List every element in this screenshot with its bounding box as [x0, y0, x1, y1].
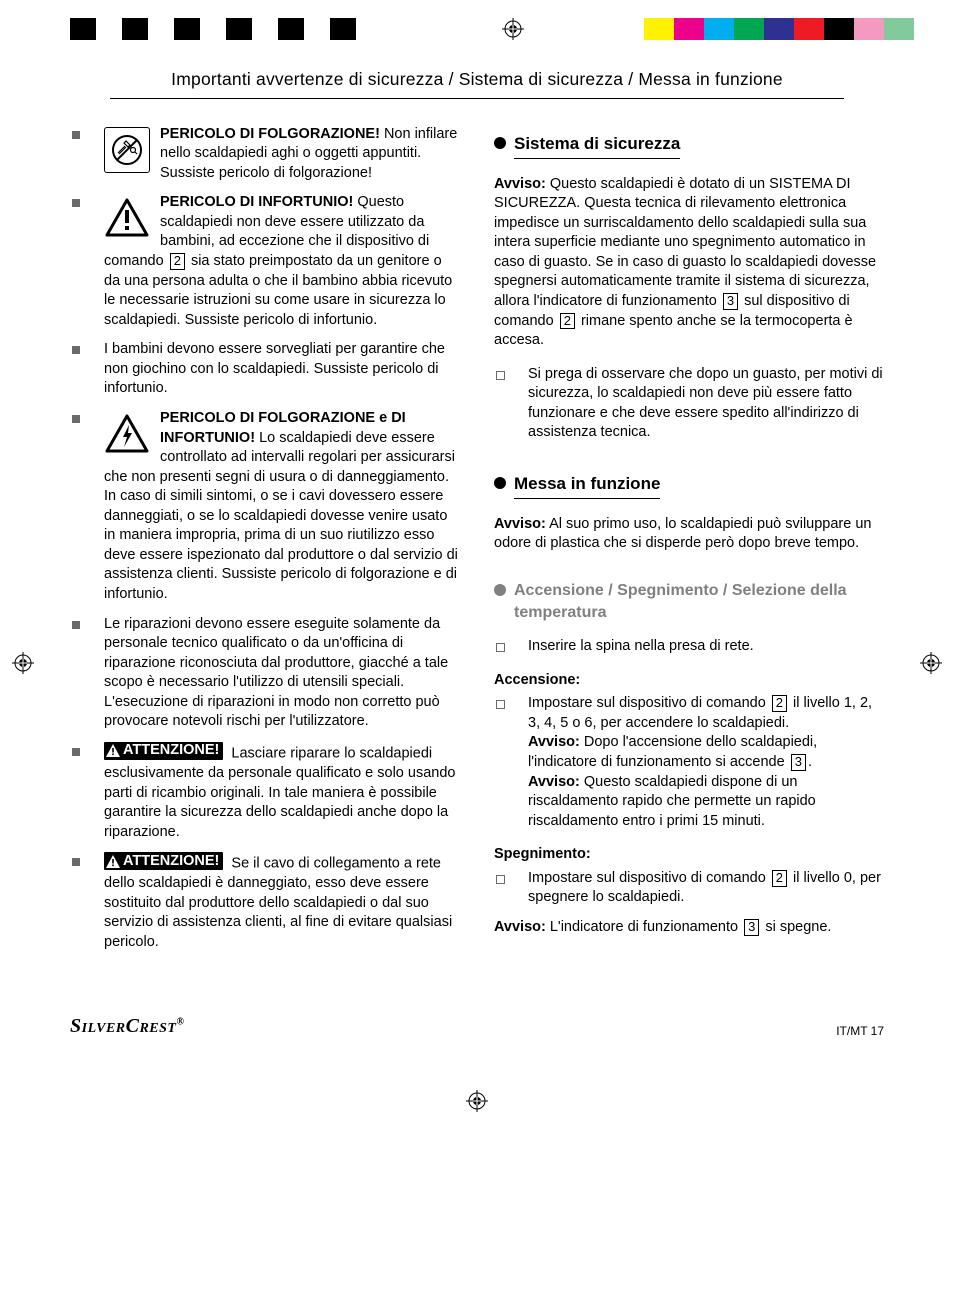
- print-blocks-left: [70, 18, 382, 40]
- warning-triangle-icon: [104, 195, 150, 241]
- avviso-label: Avviso:: [528, 774, 580, 790]
- attention-pill: ATTENZIONE!: [104, 742, 223, 760]
- two-column-layout: PERICOLO DI FOLGORA­ZIONE! Non infilare …: [70, 125, 884, 963]
- spegnimento-note: Avviso: L'indicatore di funzionamento 3 …: [494, 918, 884, 938]
- warning-children: PERICOLO DI INFORTUNIO! Questo scaldapie…: [70, 193, 460, 330]
- plug-in-bullet: Inserire la spina nella presa di rete.: [494, 637, 884, 657]
- registration-mark-left: [12, 652, 34, 681]
- registration-mark-bottom: [0, 1090, 954, 1119]
- ref-control-device: 2: [772, 870, 787, 887]
- sistema-body: Avviso: Questo scaldapiedi è dotato di u…: [494, 175, 884, 351]
- avviso-label: Avviso:: [494, 516, 546, 532]
- ref-control-device: 2: [772, 695, 787, 712]
- body-text: Si prega di osservare che dopo un guasto…: [528, 366, 883, 441]
- spegnimento-step: Impostare sul dispositivo di comando 2 i…: [494, 869, 884, 908]
- messa-body: Avviso: Al suo primo uso, lo scaldapiedi…: [494, 515, 884, 554]
- registration-mark-top: [502, 18, 524, 40]
- column-right: Sistema di sicurezza Avviso: Questo scal…: [494, 125, 884, 963]
- running-head: Importanti avvertenze di sicurezza / Sis…: [110, 68, 844, 99]
- warning-supervise-children: I bambini devono essere sorvegliati per …: [70, 340, 460, 399]
- spegnimento-label: Spegnimento:: [494, 845, 884, 865]
- section-heading-wrapper: Messa in funzione: [494, 473, 884, 515]
- attention-repair-parts: ATTENZIONE! Lasciare riparare lo scalda­…: [70, 742, 460, 842]
- pill-label: ATTENZIONE!: [123, 742, 219, 759]
- body-text: .: [808, 754, 812, 770]
- warning-shock-injury: PERICOLO DI FOLGORA­ZIONE e DI INFORTUNI…: [70, 409, 460, 605]
- body-text: Le riparazioni devono essere eseguite so…: [104, 616, 448, 730]
- warning-title: PERICOLO DI INFORTUNIO!: [160, 194, 353, 210]
- ref-indicator: 3: [723, 293, 738, 310]
- ref-control-device: 2: [170, 253, 185, 270]
- print-blocks-right: [644, 18, 944, 40]
- body-text: Impostare sul dispositivo di comando: [528, 870, 770, 886]
- ref-control-device: 2: [560, 313, 575, 330]
- page-number: IT/MT 17: [836, 1023, 884, 1039]
- accensione-label: Accensione:: [494, 671, 884, 691]
- body-text: I bambini devono essere sorvegliati per …: [104, 341, 445, 396]
- page-footer: SilverCrest® IT/MT 17: [70, 1003, 884, 1040]
- body-text: si spegne.: [761, 919, 831, 935]
- brand-logo: SilverCrest®: [70, 1013, 184, 1040]
- section-heading-wrapper: Sistema di sicurezza: [494, 133, 884, 175]
- body-text: Questo scaldapiedi è dotato di un SISTEM…: [494, 176, 876, 309]
- body-text: Al suo primo uso, lo scaldapiedi può svi…: [494, 516, 872, 552]
- avviso-label: Avviso:: [494, 176, 546, 192]
- accensione-step: Impostare sul dispositivo di comando 2 i…: [494, 694, 884, 831]
- warning-title: PERICOLO DI FOLGORA­ZIONE!: [160, 126, 380, 142]
- sistema-note: Si prega di osservare che dopo un guasto…: [494, 365, 884, 443]
- attention-pill: ATTENZIONE!: [104, 852, 223, 870]
- warning-text: Lo scaldapiedi deve essere controllato a…: [104, 430, 458, 603]
- body-text: Impostare sul dispositivo di comando: [528, 695, 770, 711]
- ref-indicator: 3: [791, 754, 806, 771]
- section-messa-funzione: Messa in funzione: [514, 473, 660, 499]
- subsection-heading-wrapper: Accensione / Spegnimento / Selezione del…: [494, 580, 884, 623]
- section-sistema-sicurezza: Sistema di sicurezza: [514, 133, 680, 159]
- subsection-accensione: Accensione / Spegnimento / Selezione del…: [514, 580, 884, 623]
- attention-cable-damaged: ATTENZIONE! Se il cavo di collegamento a…: [70, 852, 460, 952]
- warning-no-pins: PERICOLO DI FOLGORA­ZIONE! Non infilare …: [70, 125, 460, 184]
- registration-mark-right: [920, 652, 942, 681]
- body-text: L'indicatore di funzionamento: [546, 919, 742, 935]
- pill-label: ATTENZIONE!: [123, 853, 219, 870]
- column-left: PERICOLO DI FOLGORA­ZIONE! Non infilare …: [70, 125, 460, 963]
- ref-indicator: 3: [744, 919, 759, 936]
- body-text: Inserire la spina nella presa di rete.: [528, 638, 754, 654]
- page-content: Importanti avvertenze di sicurezza / Sis…: [0, 40, 954, 1070]
- avviso-label: Avviso:: [528, 734, 580, 750]
- avviso-label: Avviso:: [494, 919, 546, 935]
- warning-triangle-bolt-icon: [104, 411, 150, 457]
- no-pins-icon: [104, 127, 150, 173]
- print-registration-bar-top: [0, 18, 954, 40]
- warning-repairs-qualified: Le riparazioni devono essere eseguite so…: [70, 615, 460, 732]
